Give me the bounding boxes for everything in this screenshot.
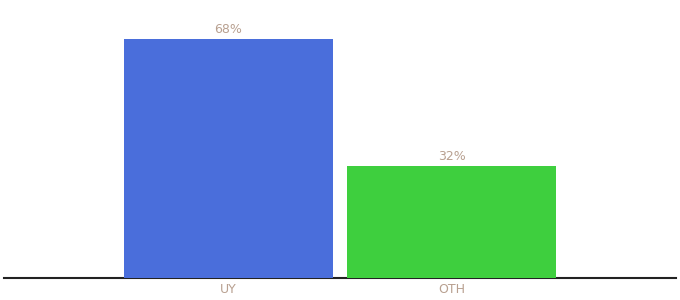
Text: 32%: 32%	[438, 150, 466, 163]
Bar	[124, 39, 333, 278]
Text: 68%: 68%	[214, 23, 242, 37]
Bar	[347, 166, 556, 278]
